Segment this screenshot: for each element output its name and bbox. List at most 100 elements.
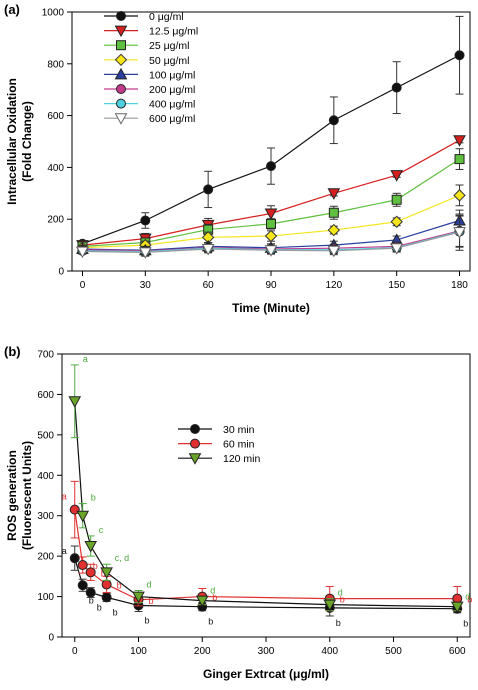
significance-label: b [149,596,154,606]
data-point [132,591,145,604]
data-point [77,560,88,571]
legend-marker [188,453,202,465]
legend-marker [114,67,128,80]
data-point [85,587,96,598]
data-point [264,245,278,257]
data-point [69,504,80,515]
data-point [450,601,464,614]
y-tick-label: 500 [37,430,54,441]
data-point [323,599,337,612]
significance-label: b [101,568,106,578]
data-point [328,115,339,126]
y-axis-title: Intracellular Oxidation(Fold Change) [5,78,34,205]
x-tick-label: 200 [194,646,211,657]
legend-entry: 400 μg/ml [149,99,195,111]
data-point [203,184,214,195]
data-point [84,541,98,553]
data-point [201,243,215,256]
series-3: a b c c, d d d d d [68,354,470,614]
significance-label: b [117,580,122,590]
x-tick-label: 120 [325,280,342,291]
x-tick-label: 60 [203,280,215,291]
legend-entry: 50 μg/ml [149,55,189,67]
y-tick-label: 600 [37,390,54,401]
legend-marker [114,113,128,125]
x-tick-label: 500 [385,646,402,657]
x-tick-label: 180 [451,280,468,291]
data-point [140,215,151,226]
data-point [100,567,113,579]
series-4 [76,184,466,254]
significance-label: a [62,546,67,556]
x-tick-label: 90 [265,280,277,291]
significance-label: b [340,595,345,605]
legend-entry: 0 μg/ml [149,11,184,23]
significance-label: b [91,493,96,503]
data-point [76,510,90,523]
y-tick-label: 600 [47,111,64,122]
legend-marker [190,438,200,449]
data-point [453,135,466,147]
legend-entry: 600 μg/ml [149,113,195,125]
significance-label: b [467,595,472,605]
x-tick-label: 30 [140,280,152,291]
x-tick-label: 100 [130,646,147,657]
y-tick-label: 200 [37,552,54,563]
data-point [266,218,276,229]
x-tick-label: 0 [80,280,86,291]
significance-label: d [465,592,470,602]
series-line [74,509,458,601]
y-tick-label: 0 [58,267,64,278]
y-tick-label: 400 [47,163,64,174]
data-point [454,50,465,61]
significance-label: a [62,492,67,502]
y-tick-label: 1000 [42,8,65,19]
legend-marker [116,11,126,21]
legend-marker [190,424,200,434]
significance-label: b [93,561,98,571]
significance-label: b [208,617,213,627]
legend-entry: 60 min [223,439,255,451]
legend-entry: 120 min [223,453,261,465]
x-axis-title: Time (Minute) [232,301,310,315]
data-point [390,215,403,228]
data-point [390,170,404,182]
significance-label: d [338,588,343,598]
legend-entry: 12.5 μg/ml [149,26,198,38]
y-tick-label: 400 [37,471,54,482]
data-point [101,592,112,603]
legend-marker [116,40,126,51]
significance-label: b [113,607,118,617]
data-point [264,208,278,221]
legend-entry: 25 μg/ml [149,40,189,52]
data-point [327,245,341,258]
series-line [74,557,458,610]
panel-label: (b) [4,344,21,359]
series-line [74,401,458,608]
significance-label: c [99,525,104,535]
significance-label: b [97,603,102,613]
significance-label: b [89,595,94,605]
legend-marker [114,25,128,38]
significance-label: b [145,615,150,625]
x-tick-label: 400 [321,646,338,657]
panel-label: (a) [4,2,20,17]
data-point [77,580,88,591]
x-tick-label: 150 [388,280,405,291]
significance-label: d [210,586,215,596]
data-point [69,553,80,564]
data-point [68,396,82,408]
y-tick-label: 300 [37,511,54,522]
data-point [453,227,466,239]
data-point [454,154,465,165]
data-point [85,567,96,578]
legend-marker [116,98,126,109]
y-tick-label: 800 [47,59,64,70]
data-point [195,595,209,608]
significance-label: b [212,593,217,603]
y-tick-label: 200 [47,215,64,226]
data-point [138,247,152,259]
legend-entry: 200 μg/ml [149,84,195,96]
